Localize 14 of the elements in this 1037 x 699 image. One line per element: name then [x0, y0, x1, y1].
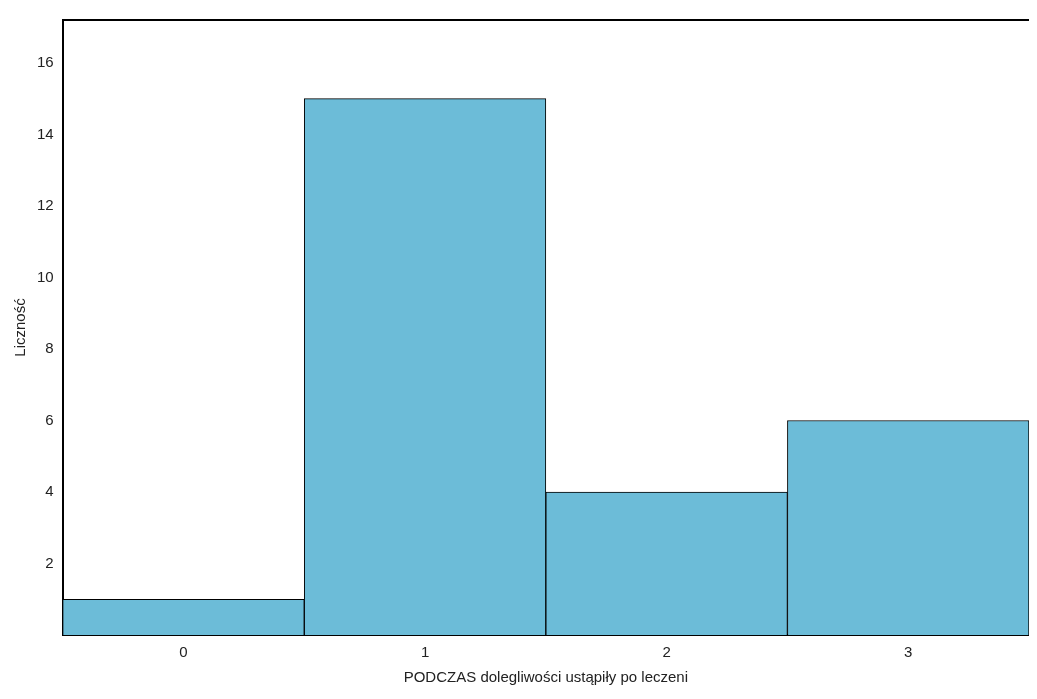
x-tick-label: 0	[179, 643, 188, 661]
y-tick-label: 14	[37, 124, 54, 142]
x-tick-label: 1	[420, 643, 430, 661]
y-axis-title: Liczność	[11, 297, 29, 357]
x-axis-title: PODCZAS dolegliwości ustąpiły po leczeni	[403, 668, 688, 686]
y-tick-label: 2	[45, 553, 54, 571]
y-tick-label: 6	[45, 410, 54, 428]
x-tick-label: 3	[904, 643, 913, 661]
y-tick-label: 8	[45, 339, 54, 357]
y-tick-label: 4	[45, 482, 54, 500]
y-tick-label: 12	[37, 196, 54, 214]
x-tick-label: 2	[662, 643, 671, 661]
y-tick-label: 16	[37, 53, 54, 71]
y-tick-label: 10	[37, 267, 54, 285]
